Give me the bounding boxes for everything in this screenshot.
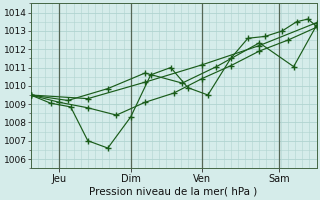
X-axis label: Pression niveau de la mer( hPa ): Pression niveau de la mer( hPa ) [90,187,258,197]
